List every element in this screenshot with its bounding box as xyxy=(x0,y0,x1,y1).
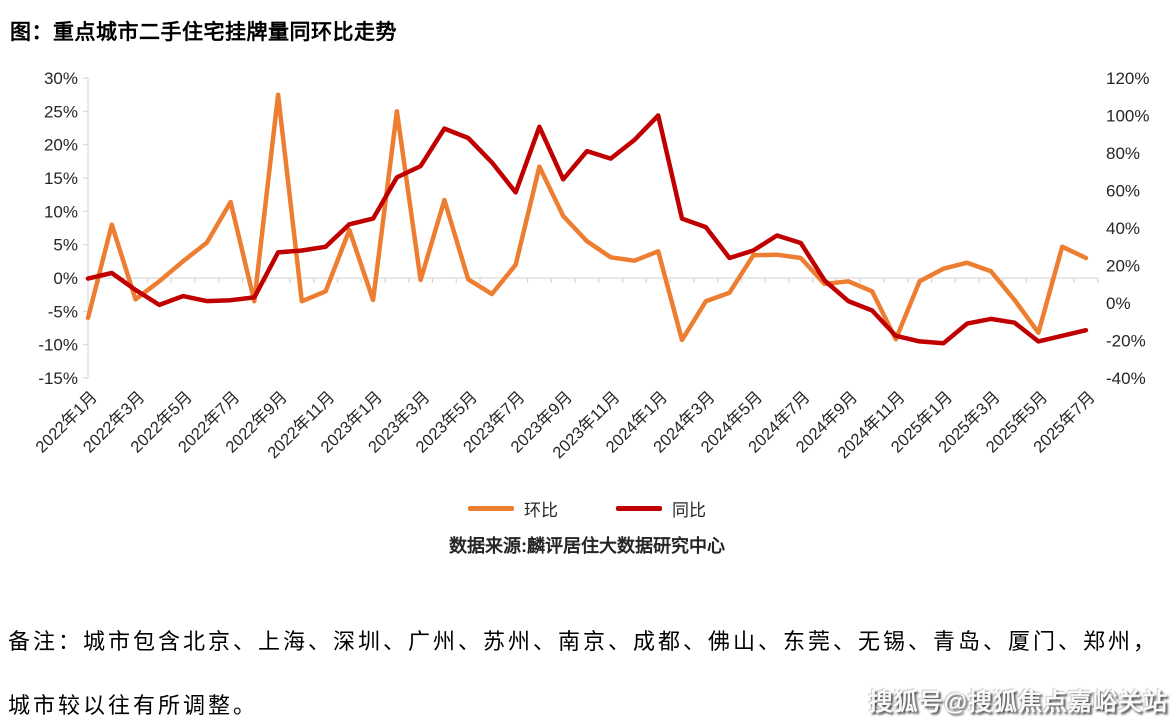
legend-item-tongbi: 同比 xyxy=(616,496,706,521)
y-axis-right-label: 80% xyxy=(1106,144,1140,163)
legend-item-huanbi: 环比 xyxy=(468,496,558,521)
y-axis-right-label: 40% xyxy=(1106,219,1140,238)
y-axis-left-label: -5% xyxy=(48,302,78,321)
y-axis-left-label: 30% xyxy=(44,69,78,88)
y-axis-right-label: 120% xyxy=(1106,69,1149,88)
y-axis-right-label: 60% xyxy=(1106,182,1140,201)
chart-legend: 环比 同比 xyxy=(0,496,1174,521)
watermark-text: 搜狐号@搜狐焦点嘉峪关站 xyxy=(868,689,1168,716)
y-axis-right-label: 100% xyxy=(1106,107,1149,126)
y-axis-left-label: 10% xyxy=(44,202,78,221)
chart-title: 图：重点城市二手住宅挂牌量同环比走势 xyxy=(10,21,397,44)
legend-label-tongbi: 同比 xyxy=(672,501,706,520)
legend-label-huanbi: 环比 xyxy=(524,501,558,520)
y-axis-right-label: 0% xyxy=(1106,294,1131,313)
tongbi-line-swatch xyxy=(616,506,662,511)
y-axis-right-label: 20% xyxy=(1106,257,1140,276)
y-axis-right-label: -20% xyxy=(1106,332,1146,351)
y-axis-left-label: 0% xyxy=(53,269,78,288)
y-axis-right-label: -40% xyxy=(1106,369,1146,388)
y-axis-left-label: 25% xyxy=(44,102,78,121)
y-axis-left-label: -15% xyxy=(38,369,78,388)
y-axis-left-label: 20% xyxy=(44,136,78,155)
huanbi-series-line xyxy=(85,92,1089,343)
y-axis-left-label: 5% xyxy=(53,236,78,255)
y-axis-left-label: 15% xyxy=(44,169,78,188)
tongbi-series-line xyxy=(85,113,1089,346)
footnote-line-1: 备注：城市包含北京、上海、深圳、广州、苏州、南京、成都、佛山、东莞、无锡、青岛、… xyxy=(8,629,1159,654)
y-axis-left-label: -10% xyxy=(38,336,78,355)
footnote-line-2: 城市较以往有所调整。 xyxy=(8,693,259,718)
huanbi-line-swatch xyxy=(468,506,514,511)
data-source-text: 数据来源:麟评居住大数据研究中心 xyxy=(449,536,725,556)
